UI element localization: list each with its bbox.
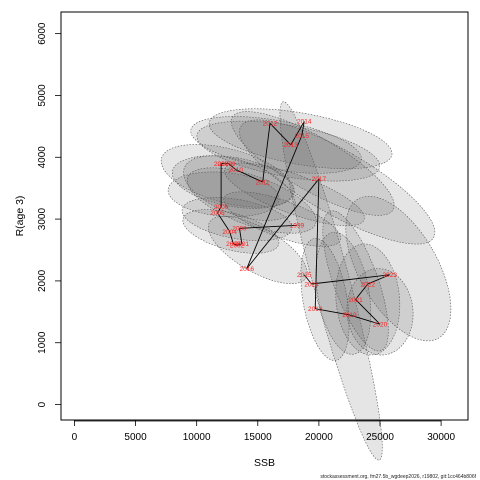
trajectory-segment — [233, 243, 238, 246]
footer-credit: stockassessment.org, fm27.5b_wgdeep2026,… — [320, 474, 476, 480]
x-tick-label: 15000 — [244, 432, 272, 443]
uncertainty-ellipse — [300, 238, 350, 361]
trajectory-lines — [217, 121, 390, 325]
year-label: 2019 — [342, 312, 357, 319]
uncertainty-ellipse — [181, 197, 293, 241]
uncertainty-ellipse — [186, 167, 317, 234]
year-label: 2004 — [222, 229, 237, 236]
uncertainty-ellipse — [172, 155, 295, 209]
y-tick-label: 2000 — [37, 269, 48, 292]
trajectory-segment — [217, 212, 231, 232]
year-label: 2008 — [218, 161, 233, 168]
trajectory-segment — [290, 121, 305, 146]
x-tick-label: 5000 — [124, 432, 147, 443]
trajectory-segment — [217, 206, 222, 214]
trajectory-segment — [238, 228, 243, 244]
uncertainty-ellipse — [279, 101, 383, 461]
y-tick-label: 5000 — [37, 84, 48, 107]
uncertainty-ellipse — [196, 120, 381, 182]
x-tick-label: 20000 — [305, 432, 333, 443]
plot-frame — [60, 11, 469, 421]
trajectory-segment — [355, 283, 369, 300]
x-tick-label: 25000 — [366, 432, 394, 443]
trajectory-segment — [229, 231, 234, 244]
y-axis: 0 1000 2000 3000 4000 5000 6000 — [37, 22, 61, 407]
year-label: 2005 — [210, 210, 225, 217]
year-label: 2012 — [263, 121, 278, 128]
y-tick-label: 3000 — [37, 208, 48, 231]
x-tick-label: 30000 — [427, 432, 455, 443]
trajectory-segment — [315, 308, 350, 316]
year-label: 2001 — [235, 241, 250, 248]
x-tick-label: 10000 — [183, 432, 211, 443]
trajectory-segment — [269, 122, 292, 146]
trajectory-segment — [236, 243, 242, 246]
year-label: 2017 — [312, 176, 327, 183]
year-label: 2025 — [297, 272, 312, 279]
trajectory-segment — [355, 299, 381, 325]
trajectory-segment — [314, 178, 320, 309]
trajectory-segment — [311, 274, 390, 285]
year-label: 2020 — [373, 321, 388, 328]
trajectory-segment — [301, 121, 305, 136]
year-label: 2013 — [284, 142, 299, 149]
year-label: 2007 — [214, 161, 229, 168]
year-label: 2021 — [348, 297, 363, 304]
year-label: 2023 — [383, 272, 398, 279]
trajectory-segment — [349, 314, 381, 325]
uncertainty-ellipses — [160, 101, 452, 461]
year-label: 2015 — [295, 133, 310, 140]
trajectory-segment — [367, 274, 390, 285]
year-label: 2022 — [361, 281, 376, 288]
y-tick-label: 4000 — [37, 146, 48, 169]
year-label: 2000 — [232, 226, 247, 233]
x-axis: 0 5000 10000 15000 20000 25000 30000 — [72, 420, 455, 443]
year-label: 2010 — [229, 167, 244, 174]
year-label: 2009 — [221, 161, 236, 168]
uncertainty-ellipse — [223, 191, 341, 247]
trajectory-segment — [239, 224, 297, 229]
uncertainty-ellipse — [190, 116, 362, 174]
trajectory-segment — [246, 178, 320, 269]
uncertainty-ellipse — [182, 209, 280, 254]
trajectory-segment — [262, 123, 271, 183]
x-axis-title: SSB — [254, 457, 275, 469]
trajectory-segment — [303, 274, 312, 285]
trajectory-segment — [228, 163, 237, 170]
year-label: 2018 — [308, 306, 323, 313]
uncertainty-ellipse — [208, 215, 308, 285]
y-tick-label: 0 — [37, 401, 48, 407]
uncertainty-ellipse — [239, 119, 436, 245]
year-label: 2006 — [214, 204, 229, 211]
uncertainty-ellipse — [335, 243, 401, 356]
year-label: 2003 — [226, 241, 241, 248]
year-label: 2002 — [230, 242, 245, 249]
year-label: 1999 — [290, 223, 305, 230]
y-tick-label: 6000 — [37, 22, 48, 45]
y-axis-title: R(age 3) — [14, 196, 26, 237]
uncertainty-ellipse — [167, 171, 280, 218]
trajectory-segment — [235, 169, 263, 183]
y-tick-label: 1000 — [37, 331, 48, 354]
uncertainty-ellipse — [315, 231, 372, 355]
year-label: 2024 — [304, 281, 319, 288]
year-label: 2011 — [256, 179, 270, 186]
trajectory-segment — [246, 135, 303, 269]
x-tick-label: 0 — [72, 432, 78, 443]
year-label: 2014 — [297, 119, 312, 126]
year-label: 2016 — [240, 266, 255, 273]
